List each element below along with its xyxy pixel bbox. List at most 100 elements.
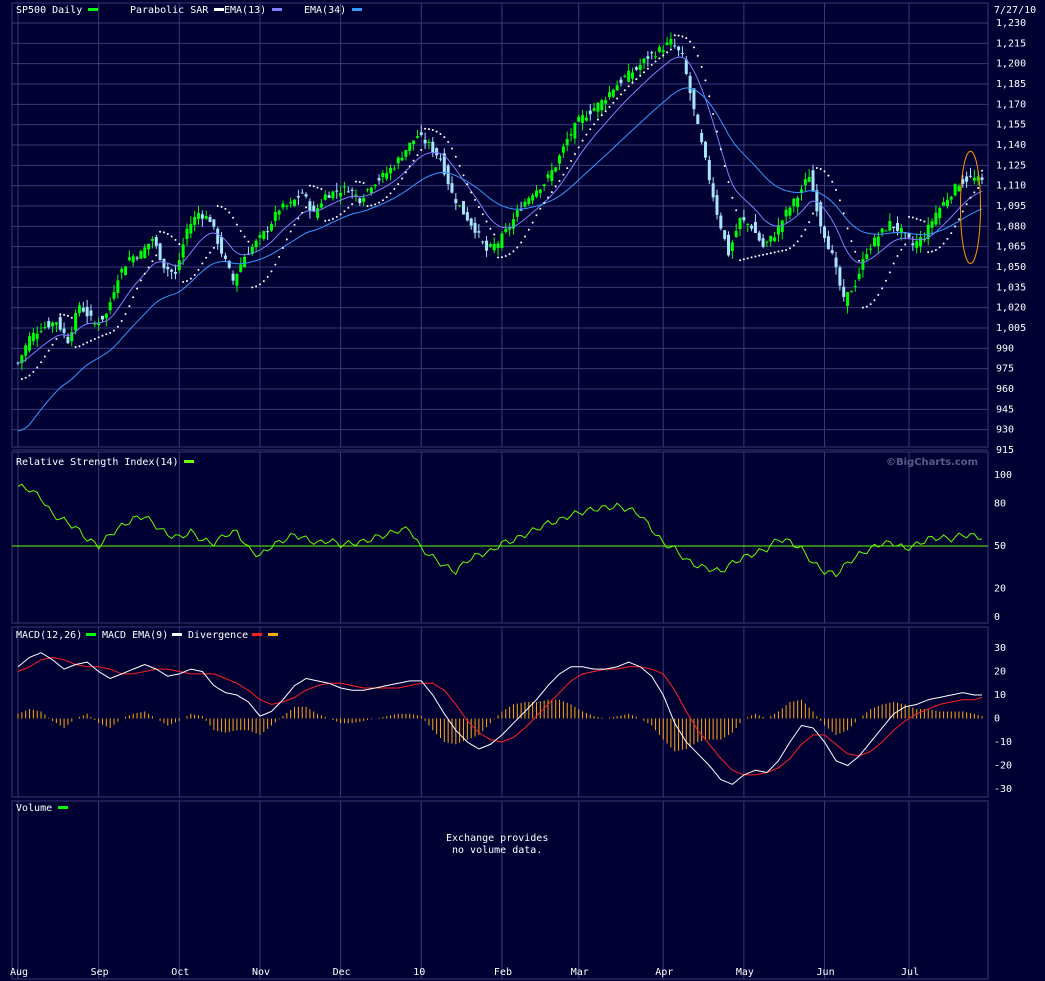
price-y-tick-14: 1,020 xyxy=(996,303,1026,314)
volume-note-line1: Exchange provides xyxy=(446,833,548,844)
candle-body-104 xyxy=(415,136,419,138)
price-legend-swatch-0 xyxy=(88,8,98,11)
candle-body-57 xyxy=(235,273,239,286)
sar-dot-50 xyxy=(209,251,212,254)
sar-dot-72 xyxy=(293,223,296,226)
candle-body-121 xyxy=(481,241,485,243)
candle-body-219 xyxy=(857,273,861,280)
sar-dot-120 xyxy=(477,206,480,209)
sar-dot-45 xyxy=(189,277,192,280)
sar-dot-186 xyxy=(731,196,734,199)
candle-body-5 xyxy=(35,333,39,340)
sar-dot-221 xyxy=(865,305,868,308)
candle-body-64 xyxy=(262,231,266,240)
candle-body-168 xyxy=(661,50,665,53)
candle-body-179 xyxy=(703,141,707,158)
sar-dot-229 xyxy=(896,255,899,258)
candle-body-192 xyxy=(753,221,757,234)
candle-body-117 xyxy=(465,212,469,221)
sar-dot-76 xyxy=(308,184,311,187)
candle-body-3 xyxy=(28,336,32,351)
sar-dot-234 xyxy=(915,217,918,220)
rsi-frame xyxy=(11,451,989,624)
candle-body-93 xyxy=(373,184,377,187)
sar-dot-71 xyxy=(289,230,292,233)
sar-dot-197 xyxy=(773,251,776,254)
sar-dot-7 xyxy=(43,355,46,358)
sar-dot-64 xyxy=(262,280,265,283)
sar-dot-216 xyxy=(846,227,849,230)
candle-body-185 xyxy=(727,234,731,256)
candle-body-210 xyxy=(823,226,827,238)
candle-body-11 xyxy=(58,317,62,330)
candle-body-145 xyxy=(573,123,577,139)
sar-dot-204 xyxy=(800,235,803,238)
candle-body-184 xyxy=(723,230,727,239)
sar-dot-77 xyxy=(312,185,315,188)
candle-body-221 xyxy=(865,254,869,259)
sar-dot-249 xyxy=(973,191,976,194)
macd-legend-swatch-0 xyxy=(86,633,96,636)
sar-dot-66 xyxy=(270,270,273,273)
candle-body-162 xyxy=(638,64,642,71)
sar-dot-170 xyxy=(669,48,672,51)
price-panel: SP500 Daily Parabolic SAR EMA(13) EMA(34) xyxy=(16,5,984,432)
volume-frame xyxy=(11,800,989,980)
sar-dot-26 xyxy=(116,325,119,328)
candle-body-48 xyxy=(200,214,204,219)
sar-dot-98 xyxy=(393,187,396,190)
candle-body-178 xyxy=(700,132,704,143)
candle-body-31 xyxy=(135,257,139,259)
volume-title: Volume xyxy=(16,803,52,814)
macd-legend-swatch-1 xyxy=(172,633,182,636)
macd-frame xyxy=(11,626,989,798)
sar-dot-185 xyxy=(727,181,730,184)
sar-dot-236 xyxy=(923,220,926,223)
candle-body-18 xyxy=(85,306,89,317)
sar-dot-245 xyxy=(957,218,960,221)
sar-dot-135 xyxy=(535,214,538,217)
sar-dot-133 xyxy=(527,228,530,231)
sar-dot-160 xyxy=(631,81,634,84)
sar-dot-9 xyxy=(51,343,54,346)
sar-dot-87 xyxy=(351,203,354,206)
candle-body-212 xyxy=(830,250,834,254)
candle-body-247 xyxy=(965,176,969,182)
sar-dot-153 xyxy=(604,110,607,113)
candle-body-73 xyxy=(296,195,300,198)
sar-dot-163 xyxy=(643,71,646,74)
candle-body-198 xyxy=(776,225,780,235)
candle-body-118 xyxy=(469,218,473,226)
candle-body-122 xyxy=(485,240,489,251)
sar-dot-161 xyxy=(635,78,638,81)
sar-dot-14 xyxy=(70,316,73,319)
sar-dot-224 xyxy=(877,293,880,296)
sar-dot-206 xyxy=(808,221,811,224)
sar-dot-23 xyxy=(105,333,108,336)
sar-dot-227 xyxy=(888,271,891,274)
candle-body-197 xyxy=(773,237,777,242)
sar-dot-34 xyxy=(147,266,150,269)
sar-dot-84 xyxy=(339,213,342,216)
sar-dot-18 xyxy=(86,341,89,344)
price-y-tick-9: 1,095 xyxy=(996,201,1026,212)
sar-dot-68 xyxy=(278,255,281,258)
candle-body-59 xyxy=(243,256,247,268)
candle-body-238 xyxy=(930,221,934,228)
sar-dot-180 xyxy=(708,95,711,98)
x-tick-Oct: Oct xyxy=(171,967,189,978)
candle-body-233 xyxy=(911,243,915,246)
x-tick-Sep: Sep xyxy=(91,967,109,978)
candle-body-83 xyxy=(335,190,339,192)
candle-body-102 xyxy=(408,142,412,152)
candle-body-134 xyxy=(531,195,535,201)
sar-dot-57 xyxy=(235,223,238,226)
sar-dot-198 xyxy=(777,250,780,253)
candle-body-6 xyxy=(39,331,43,333)
candle-body-51 xyxy=(212,219,216,227)
macd-signal-line xyxy=(17,656,983,776)
candle-body-140 xyxy=(554,167,558,172)
candle-body-50 xyxy=(208,216,212,222)
x-tick-Mar: Mar xyxy=(571,967,589,978)
candle-body-47 xyxy=(197,212,201,219)
